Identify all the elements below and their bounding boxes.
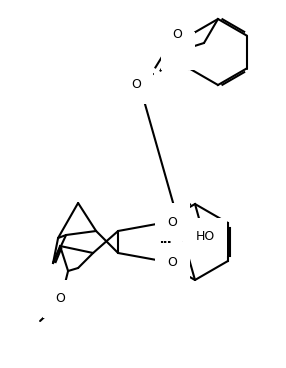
Text: O: O: [167, 216, 177, 229]
Text: HO: HO: [195, 230, 214, 244]
Text: O: O: [131, 78, 141, 92]
Text: O: O: [167, 255, 177, 269]
Text: O: O: [172, 28, 182, 42]
Text: O: O: [173, 45, 183, 57]
Text: O: O: [55, 293, 65, 305]
